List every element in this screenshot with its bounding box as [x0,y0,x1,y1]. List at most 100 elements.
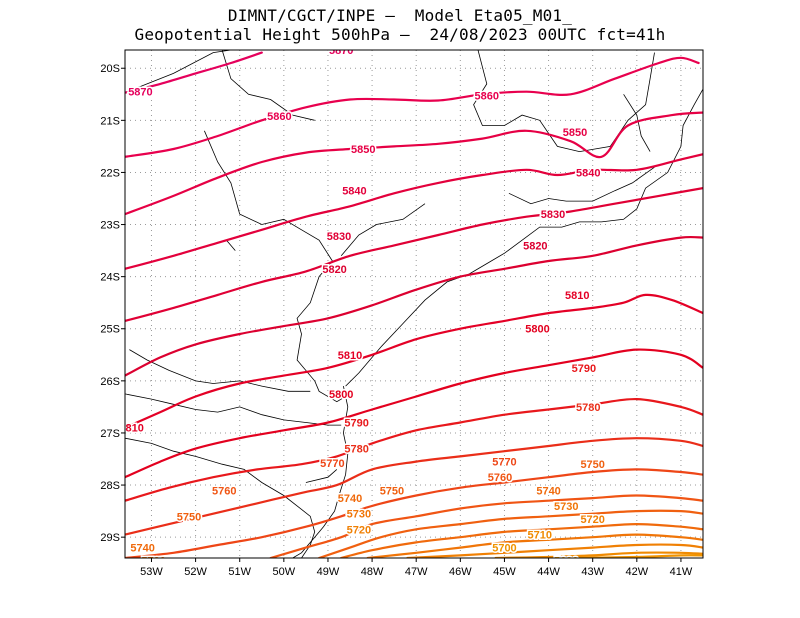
contour-label-layer: 5870 5870 5860 5860 5850 5850 5840 5840 5830 5830… [119,45,606,568]
coastline-segment [221,50,315,121]
contour-label-5830: 5830 [541,209,565,221]
contour-label-5820: 5820 [322,264,346,276]
contour-label-5720: 5720 [347,524,371,536]
lon-tick-label: 49W [317,566,340,578]
coastline-segment [204,130,346,403]
coastline-segment [129,349,311,392]
contour-label-5770: 5770 [492,457,516,469]
lon-tick-label: 43W [581,566,604,578]
lat-tick-label: 29S [100,532,120,544]
contour-label-5810: 5810 [565,290,589,302]
contour-line-5720 [406,543,703,558]
lat-tick-label: 23S [100,220,120,232]
contour-label-5780: 5780 [344,444,368,456]
contour-label-5750: 5750 [380,485,404,497]
lon-tick-label: 41W [670,566,693,578]
contour-label-5790: 5790 [344,418,368,430]
lon-tick-label: 46W [449,566,472,578]
lat-tick-label: 21S [100,115,120,127]
coastline-segment [305,469,338,483]
contour-label-5730: 5730 [141,556,165,568]
contour-label-5860: 5860 [267,111,291,123]
contour-label-5850: 5850 [563,127,587,139]
contour-label-5770: 5770 [320,458,344,470]
contour-line-5820 [125,235,703,377]
chart-title-line2: Geopotential Height 500hPa – 24/08/2023 … [134,25,666,44]
contour-label-5870: 5870 [329,45,353,57]
lon-tick-label: 53W [140,566,163,578]
lat-tick-label: 22S [100,167,120,179]
lon-tick-label: 51W [228,566,251,578]
contour-label-5740: 5740 [536,485,560,497]
contour-label-5840: 5840 [342,186,366,198]
contour-label-5750: 5750 [580,459,604,471]
coastline-segment [226,239,236,251]
coastline-segment [340,203,426,257]
contour-line-5830 [125,187,703,322]
contour-line-5730 [366,533,703,558]
lon-tick-label: 42W [626,566,649,578]
contour-label-5690: 5690 [554,556,578,568]
contour-line-5850 [125,111,703,216]
contour-line-5840 [125,153,703,270]
coastline-segment [133,50,231,90]
contour-label-5820: 5820 [523,240,547,252]
contour-line-5800 [125,348,703,479]
lat-tick-label: 24S [100,272,120,284]
contour-label-5860: 5860 [475,90,499,102]
contour-layer [125,51,703,558]
contour-label-5790: 5790 [572,363,596,375]
contour-label-5720: 5720 [580,514,604,526]
coastline-layer [125,50,703,558]
lat-tick-label: 25S [100,324,120,336]
contour-label-5780: 5780 [576,402,600,414]
contour-line-5770 [125,468,703,558]
chart-title-line1: DIMNT/CGCT/INPE – Model Eta05_M01_ [227,6,573,25]
lon-tick-label: 52W [184,566,207,578]
contour-line-5750 [318,509,703,558]
contour-label-5830: 5830 [327,231,351,243]
contour-label-5810: 5810 [338,350,362,362]
contour-label-5730: 5730 [347,509,371,521]
lat-tick-label: 26S [100,376,120,388]
contour-label-5810: 5810 [119,423,143,435]
contour-label-5760: 5760 [212,485,236,497]
lon-tick-label: 45W [493,566,516,578]
lon-tick-label: 48W [361,566,384,578]
contour-line-5790 [125,397,703,502]
coastline-segment [623,94,651,152]
coastline-segment [292,386,349,558]
lon-tick-label: 47W [405,566,428,578]
contour-line-5760 [269,494,703,558]
contour-line-5870 [125,51,263,94]
contour-label-5840: 5840 [576,167,600,179]
lat-tick-label: 20S [100,63,120,75]
contour-label-5740: 5740 [338,493,362,505]
contour-label-5760: 5760 [488,472,512,484]
lat-axis: 20S 21S 22S 23S 24S 25S 26S 27S 28S 29S [100,63,125,544]
contour-label-5850: 5850 [351,144,375,156]
coastline-segment [508,166,655,205]
lon-tick-label: 44W [537,566,560,578]
contour-label-5750: 5750 [177,511,201,523]
contour-line-5710 [494,551,703,558]
contour-label-5700: 5700 [492,543,516,555]
contour-label-5870: 5870 [128,87,152,99]
lon-tick-label: 50W [273,566,296,578]
contour-line-5780 [125,437,703,536]
coastline-segment [345,88,703,387]
contour-label-5710: 5710 [528,530,552,542]
contour-line-5740 [340,522,703,558]
contour-label-5730: 5730 [554,501,578,513]
lon-axis: 53W 52W 51W 50W 49W 48W 47W 46W 45W 44W 43W 42W 41W [140,558,693,578]
contour-label-5800: 5800 [329,389,353,401]
contour-label-5800: 5800 [525,324,549,336]
contour-line-5810 [125,293,703,429]
lat-tick-label: 27S [100,428,120,440]
coastline-segment [125,393,342,426]
coastline-segment [125,437,316,558]
plot-frame [124,49,704,559]
contour-label-5740: 5740 [130,543,154,555]
contour-line-5860 [125,56,700,158]
